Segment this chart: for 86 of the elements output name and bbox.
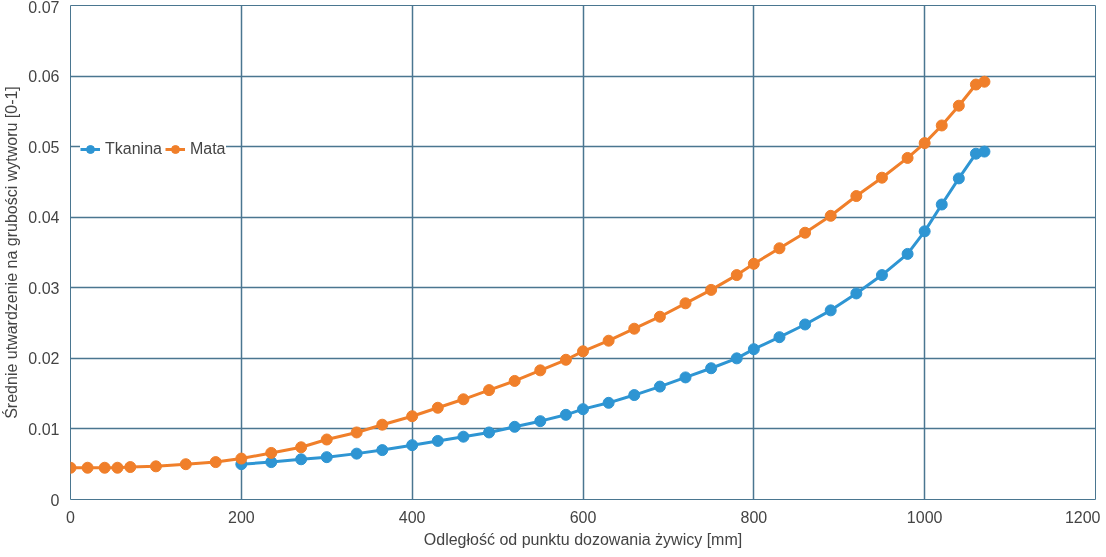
point: [730, 352, 743, 365]
point: [406, 439, 419, 452]
point: [559, 353, 572, 366]
x-tick-label: 1200: [1064, 508, 1101, 526]
point: [918, 225, 931, 238]
point: [406, 410, 419, 423]
point: [978, 145, 991, 158]
point: [628, 389, 641, 402]
point: [952, 172, 965, 185]
point: [799, 318, 812, 331]
point: [602, 334, 615, 347]
point: [875, 269, 888, 282]
point: [209, 456, 222, 469]
point: [799, 226, 812, 239]
x-tick-label: 400: [398, 508, 426, 526]
point: [98, 461, 111, 474]
point: [320, 433, 333, 446]
point: [295, 441, 308, 454]
point: [431, 434, 444, 447]
point: [918, 137, 931, 150]
point: [824, 209, 837, 222]
x-axis-title: Odległość od punktu dozowania żywicy [mm]: [423, 530, 743, 548]
point: [824, 304, 837, 317]
point: [978, 75, 991, 88]
point: [850, 190, 863, 203]
x-tick-label: 0: [66, 508, 76, 526]
x-tick-label: 200: [227, 508, 255, 526]
point: [730, 269, 743, 282]
point: [483, 426, 496, 439]
point: [850, 287, 863, 300]
point: [747, 343, 760, 356]
point: [111, 461, 124, 474]
point: [124, 461, 137, 474]
point: [935, 198, 948, 211]
x-tick-label: 800: [740, 508, 768, 526]
point: [457, 430, 470, 443]
legend-label: Mata: [189, 140, 226, 158]
point: [679, 371, 692, 384]
point: [653, 310, 666, 323]
point: [577, 403, 589, 416]
y-tick-label: 0.01: [28, 420, 60, 438]
point: [602, 396, 615, 409]
point: [376, 444, 389, 457]
point: [935, 119, 948, 132]
y-tick-label: 0.07: [28, 0, 60, 16]
point: [149, 460, 162, 473]
point: [81, 461, 94, 474]
y-tick-label: 0.04: [28, 209, 60, 227]
y-tick-label: 0.02: [28, 350, 60, 368]
point: [577, 345, 589, 358]
point: [679, 297, 692, 310]
point: [901, 151, 914, 164]
point: [653, 380, 666, 393]
legend-label: Tkanina: [105, 140, 162, 158]
point: [179, 458, 192, 471]
point: [952, 99, 965, 112]
point: [235, 452, 248, 465]
point: [559, 408, 572, 421]
point: [508, 374, 521, 387]
point: [376, 418, 389, 431]
point: [457, 393, 470, 406]
point: [431, 401, 444, 414]
x-tick-label: 1000: [906, 508, 943, 526]
point: [295, 453, 308, 466]
point: [628, 322, 641, 335]
y-tick-label: 0.03: [28, 279, 60, 297]
y-tick-label: 0.05: [28, 138, 60, 156]
point: [747, 257, 760, 270]
point: [350, 426, 363, 439]
point: [875, 171, 888, 184]
x-tick-label: 600: [569, 508, 597, 526]
y-tick-label: 0: [50, 491, 60, 509]
point: [320, 451, 333, 464]
point: [705, 362, 718, 375]
point: [534, 364, 547, 377]
point: [508, 420, 521, 433]
point: [901, 247, 914, 260]
y-tick-label: 0.06: [28, 68, 60, 86]
point: [265, 446, 278, 459]
point: [705, 283, 718, 296]
point: [773, 242, 786, 255]
point: [350, 447, 363, 460]
y-axis-title: Średnie utwardzenie na grubości wytworu [0-1]: [2, 86, 21, 419]
point: [534, 415, 547, 428]
point: [483, 384, 496, 397]
point: [773, 331, 786, 344]
